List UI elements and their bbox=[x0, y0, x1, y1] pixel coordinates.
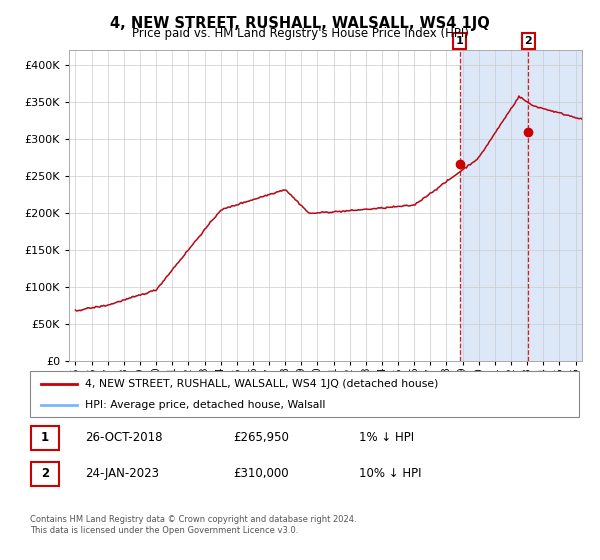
Text: Contains HM Land Registry data © Crown copyright and database right 2024.: Contains HM Land Registry data © Crown c… bbox=[30, 515, 356, 524]
Text: 10% ↓ HPI: 10% ↓ HPI bbox=[359, 467, 422, 480]
Bar bbox=[31, 426, 59, 450]
Bar bbox=[31, 462, 59, 486]
Text: 4, NEW STREET, RUSHALL, WALSALL, WS4 1JQ (detached house): 4, NEW STREET, RUSHALL, WALSALL, WS4 1JQ… bbox=[85, 379, 438, 389]
Text: £265,950: £265,950 bbox=[233, 431, 289, 445]
Text: 1% ↓ HPI: 1% ↓ HPI bbox=[359, 431, 415, 445]
Text: 1: 1 bbox=[41, 431, 49, 445]
Text: This data is licensed under the Open Government Licence v3.0.: This data is licensed under the Open Gov… bbox=[30, 526, 298, 535]
Bar bbox=[460, 50, 590, 361]
Text: £310,000: £310,000 bbox=[233, 467, 289, 480]
Text: 24-JAN-2023: 24-JAN-2023 bbox=[85, 467, 159, 480]
Text: 1: 1 bbox=[456, 36, 464, 46]
Text: Price paid vs. HM Land Registry's House Price Index (HPI): Price paid vs. HM Land Registry's House … bbox=[131, 27, 469, 40]
Text: 2: 2 bbox=[524, 36, 532, 46]
Text: 2: 2 bbox=[41, 467, 49, 480]
Text: 26-OCT-2018: 26-OCT-2018 bbox=[85, 431, 163, 445]
Text: 4, NEW STREET, RUSHALL, WALSALL, WS4 1JQ: 4, NEW STREET, RUSHALL, WALSALL, WS4 1JQ bbox=[110, 16, 490, 31]
Text: HPI: Average price, detached house, Walsall: HPI: Average price, detached house, Wals… bbox=[85, 400, 325, 410]
